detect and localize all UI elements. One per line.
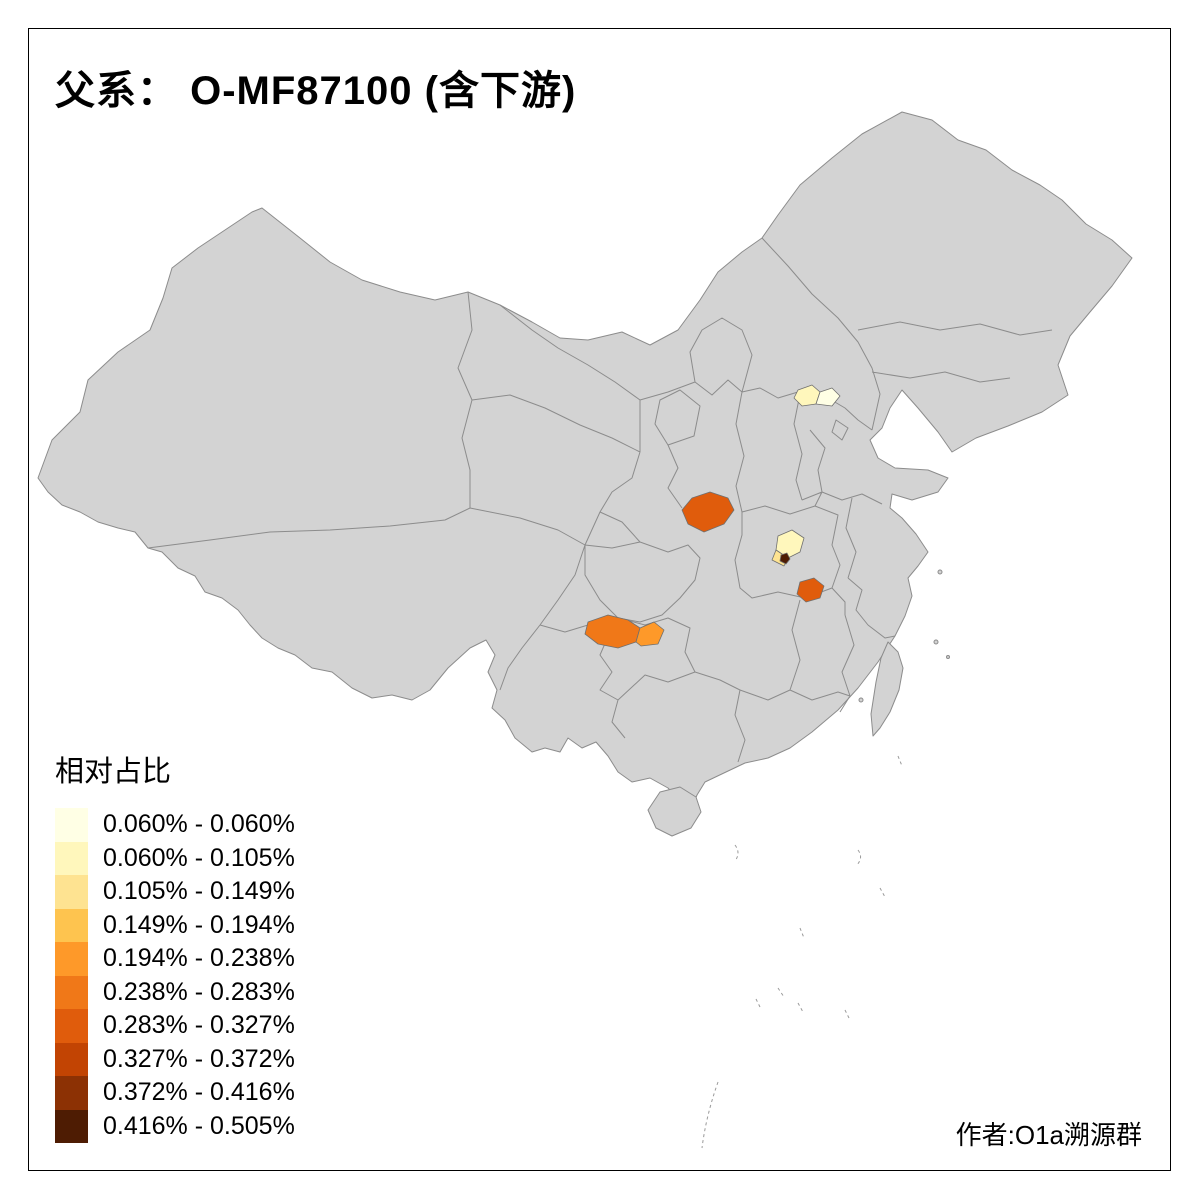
- coastal-islet: [933, 639, 939, 645]
- plot-border: [28, 28, 1171, 1171]
- legend-swatch: [55, 841, 88, 875]
- penghu-islet: [858, 697, 864, 703]
- legend-swatch: [55, 1076, 88, 1110]
- legend-item: 0.283% - 0.327%: [55, 1009, 295, 1043]
- page-title: 父系： O-MF87100 (含下游): [55, 69, 577, 113]
- legend-swatch: [55, 1009, 88, 1043]
- legend-label: 0.283% - 0.327%: [103, 1011, 295, 1040]
- legend-item: 0.149% - 0.194%: [55, 908, 295, 942]
- legend-swatch: [55, 1042, 88, 1076]
- region-north-plain-pale: [815, 387, 841, 407]
- coastal-islet: [946, 655, 950, 659]
- legend-item: 0.416% - 0.505%: [55, 1109, 295, 1143]
- legend-label: 0.416% - 0.505%: [103, 1111, 295, 1140]
- country-landmass: [37, 111, 1133, 837]
- region-south-shaanxi: [681, 491, 735, 533]
- legend: 相对占比 0.060% - 0.060% 0.060% - 0.105% 0.1…: [55, 748, 295, 1143]
- legend-item: 0.060% - 0.105%: [55, 841, 295, 875]
- legend-swatch: [55, 1109, 88, 1143]
- region-north-hunan: [796, 577, 825, 603]
- legend-label: 0.105% - 0.149%: [103, 877, 295, 906]
- legend-swatch: [55, 875, 88, 909]
- legend-swatch: [55, 908, 88, 942]
- legend-item: 0.194% - 0.238%: [55, 942, 295, 976]
- attribution-text: 作者:O1a溯源群: [955, 1120, 1142, 1150]
- legend-label: 0.238% - 0.283%: [103, 977, 295, 1006]
- legend-item: 0.327% - 0.372%: [55, 1042, 295, 1076]
- legend-label: 0.149% - 0.194%: [103, 910, 295, 939]
- region-central-guizhou: [635, 621, 665, 647]
- legend-swatch: [55, 808, 88, 842]
- legend-label: 0.194% - 0.238%: [103, 944, 295, 973]
- taiwan-island: [870, 641, 904, 737]
- legend-item: 0.238% - 0.283%: [55, 975, 295, 1009]
- province-borders: [147, 237, 1053, 763]
- legend-swatch: [55, 942, 88, 976]
- legend-item: 0.060% - 0.060%: [55, 808, 295, 842]
- legend-swatch: [55, 975, 88, 1009]
- coastal-islet: [937, 569, 943, 575]
- legend-label: 0.372% - 0.416%: [103, 1078, 295, 1107]
- region-west-hubei-dark-spot: [779, 552, 791, 565]
- sea-boundary-dashes: [701, 755, 903, 1149]
- mainland-outline: [37, 111, 1133, 813]
- legend-label: 0.060% - 0.060%: [103, 810, 295, 839]
- hainan-island: [647, 786, 702, 837]
- legend-title: 相对占比: [55, 756, 172, 788]
- legend-label: 0.060% - 0.105%: [103, 843, 295, 872]
- highlighted-regions: [584, 384, 841, 649]
- legend-label: 0.327% - 0.372%: [103, 1044, 295, 1073]
- south-china-sea-marks: [701, 569, 950, 1149]
- legend-item: 0.372% - 0.416%: [55, 1076, 295, 1110]
- legend-item: 0.105% - 0.149%: [55, 875, 295, 909]
